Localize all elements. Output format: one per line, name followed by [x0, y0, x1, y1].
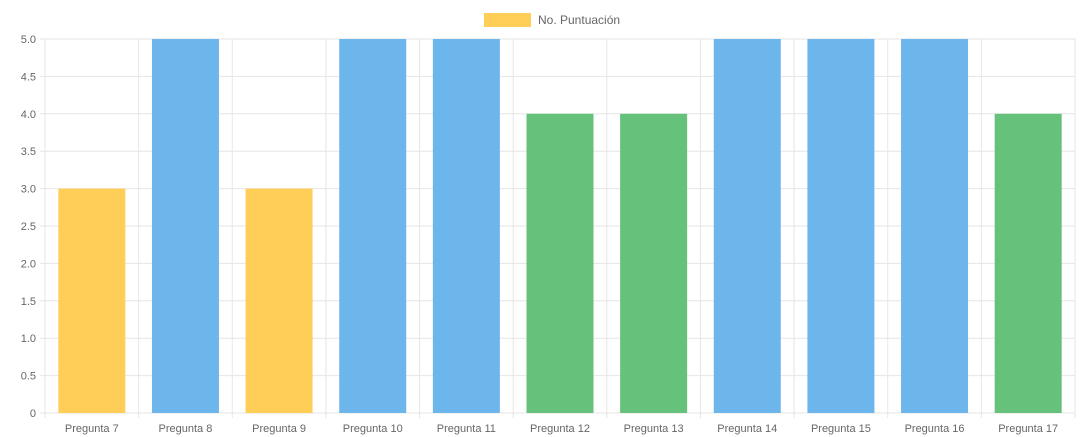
- x-tick-label: Pregunta 14: [717, 423, 777, 435]
- x-tick-label: Pregunta 15: [811, 423, 871, 435]
- x-tick-label: Pregunta 10: [343, 423, 403, 435]
- bar-pregunta-14[interactable]: [713, 39, 781, 413]
- y-tick-label: 5.0: [21, 34, 36, 46]
- bar-pregunta-17[interactable]: [994, 113, 1062, 414]
- y-tick-label: 0: [30, 408, 36, 420]
- y-tick-label: 4.5: [21, 71, 36, 83]
- bar-pregunta-10[interactable]: [339, 39, 407, 413]
- bar-pregunta-8[interactable]: [151, 39, 219, 413]
- x-tick-label: Pregunta 8: [159, 423, 213, 435]
- bar-pregunta-13[interactable]: [620, 113, 688, 414]
- x-tick-label: Pregunta 11: [437, 423, 496, 435]
- y-tick-label: 0.5: [21, 371, 36, 383]
- x-tick-label: Pregunta 17: [998, 423, 1058, 435]
- legend[interactable]: No. Puntuación: [484, 13, 620, 27]
- x-tick-label: Pregunta 12: [530, 423, 590, 435]
- bar-pregunta-9[interactable]: [245, 188, 313, 413]
- y-tick-label: 1.5: [21, 296, 36, 308]
- y-tick-label: 4.0: [21, 109, 36, 121]
- bar-pregunta-15[interactable]: [807, 39, 875, 413]
- y-tick-label: 2.5: [21, 221, 36, 233]
- bar-pregunta-11[interactable]: [432, 39, 500, 413]
- x-tick-label: Pregunta 13: [624, 423, 684, 435]
- legend-label[interactable]: No. Puntuación: [538, 13, 620, 27]
- bars-layer: [58, 39, 1062, 414]
- x-tick-label: Pregunta 16: [905, 423, 965, 435]
- y-tick-label: 3.0: [21, 184, 36, 196]
- y-tick-label: 3.5: [21, 146, 36, 158]
- y-tick-label: 2.0: [21, 258, 36, 270]
- x-tick-label: Pregunta 7: [65, 423, 119, 435]
- bar-pregunta-7[interactable]: [58, 188, 126, 413]
- y-tick-label: 1.0: [21, 333, 36, 345]
- x-tick-label: Pregunta 9: [252, 423, 306, 435]
- bar-pregunta-16[interactable]: [901, 39, 969, 413]
- legend-swatch[interactable]: [484, 13, 531, 27]
- x-axis: Pregunta 7 Pregunta 8 Pregunta 9 Pregunta 1…: [65, 423, 1058, 435]
- y-axis: 0 0.5 1.0 1.5 2.0 2.5 3.0 3.5 4.0 4.5 5.0: [21, 34, 36, 420]
- bar-pregunta-12[interactable]: [526, 113, 594, 414]
